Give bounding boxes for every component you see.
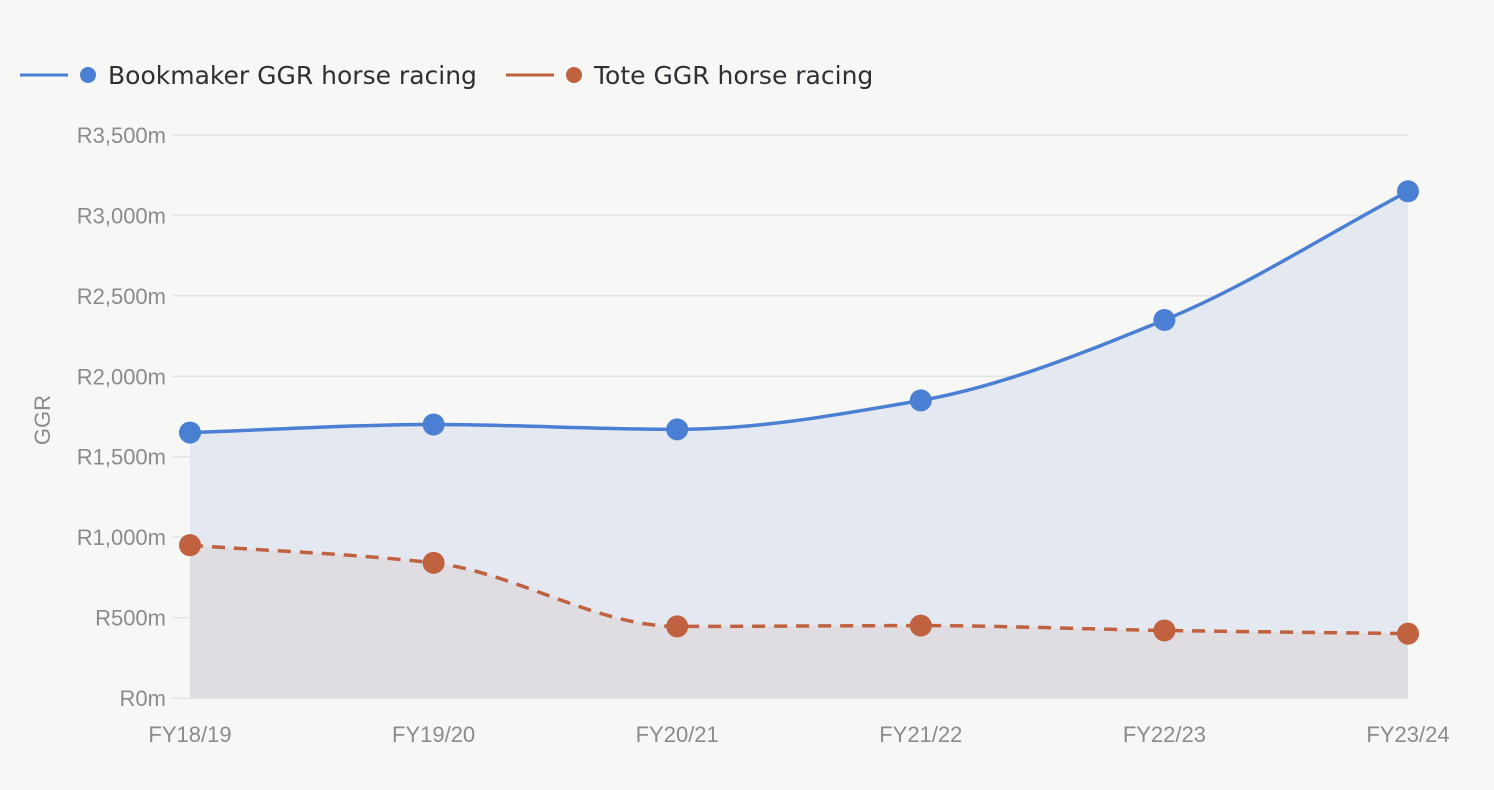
point-bookmaker[interactable] bbox=[179, 421, 201, 444]
legend-marker-tote bbox=[566, 67, 582, 83]
point-tote[interactable] bbox=[909, 614, 932, 637]
area-bookmaker bbox=[190, 191, 1408, 699]
y-tick-label: R1,000m bbox=[77, 525, 166, 550]
point-bookmaker[interactable] bbox=[422, 413, 445, 436]
point-tote[interactable] bbox=[179, 534, 201, 557]
point-tote[interactable] bbox=[422, 551, 445, 574]
x-axis: FY18/19 FY19/20 FY20/21 FY21/22 FY22/23 FY23/… bbox=[148, 722, 1449, 747]
x-tick-label: FY22/23 bbox=[1123, 722, 1206, 747]
line-bookmaker bbox=[189, 189, 1409, 435]
point-bookmaker[interactable] bbox=[1397, 180, 1419, 203]
point-tote[interactable] bbox=[1153, 619, 1176, 642]
point-bookmaker[interactable] bbox=[666, 418, 689, 441]
y-axis: R0m R500m R1,000m R1,500m R2,000m R2,500m R3,0… bbox=[77, 123, 166, 711]
area-tote bbox=[190, 545, 1408, 698]
legend-item-bookmaker[interactable]: Bookmaker GGR horse racing bbox=[20, 61, 477, 90]
y-tick-label: R0m bbox=[120, 686, 166, 711]
x-tick-label: FY20/21 bbox=[636, 722, 719, 747]
line-tote bbox=[189, 543, 1409, 636]
legend-label-bookmaker: Bookmaker GGR horse racing bbox=[108, 61, 477, 90]
series-lines bbox=[189, 189, 1409, 636]
legend-item-tote[interactable]: Tote GGR horse racing bbox=[506, 61, 873, 90]
y-axis-title: GGR bbox=[30, 395, 55, 445]
point-tote[interactable] bbox=[666, 615, 689, 638]
y-tick-label: R1,500m bbox=[77, 445, 166, 470]
y-tick-label: R3,000m bbox=[77, 203, 166, 228]
y-tick-label: R3,500m bbox=[77, 123, 166, 148]
series-points bbox=[179, 180, 1419, 645]
x-tick-label: FY19/20 bbox=[392, 722, 475, 747]
x-tick-label: FY21/22 bbox=[879, 722, 962, 747]
legend-marker-bookmaker bbox=[80, 67, 96, 83]
legend: Bookmaker GGR horse racing Tote GGR hors… bbox=[20, 61, 873, 90]
y-tick-label: R500m bbox=[95, 606, 166, 631]
point-bookmaker[interactable] bbox=[909, 389, 932, 412]
legend-label-tote: Tote GGR horse racing bbox=[593, 61, 873, 90]
point-tote[interactable] bbox=[1397, 622, 1419, 645]
x-tick-label: FY23/24 bbox=[1366, 722, 1449, 747]
x-tick-label: FY18/19 bbox=[148, 722, 231, 747]
y-tick-label: R2,000m bbox=[77, 364, 166, 389]
y-tick-label: R2,500m bbox=[77, 284, 166, 309]
series-areas bbox=[190, 191, 1408, 699]
point-bookmaker[interactable] bbox=[1153, 308, 1176, 331]
